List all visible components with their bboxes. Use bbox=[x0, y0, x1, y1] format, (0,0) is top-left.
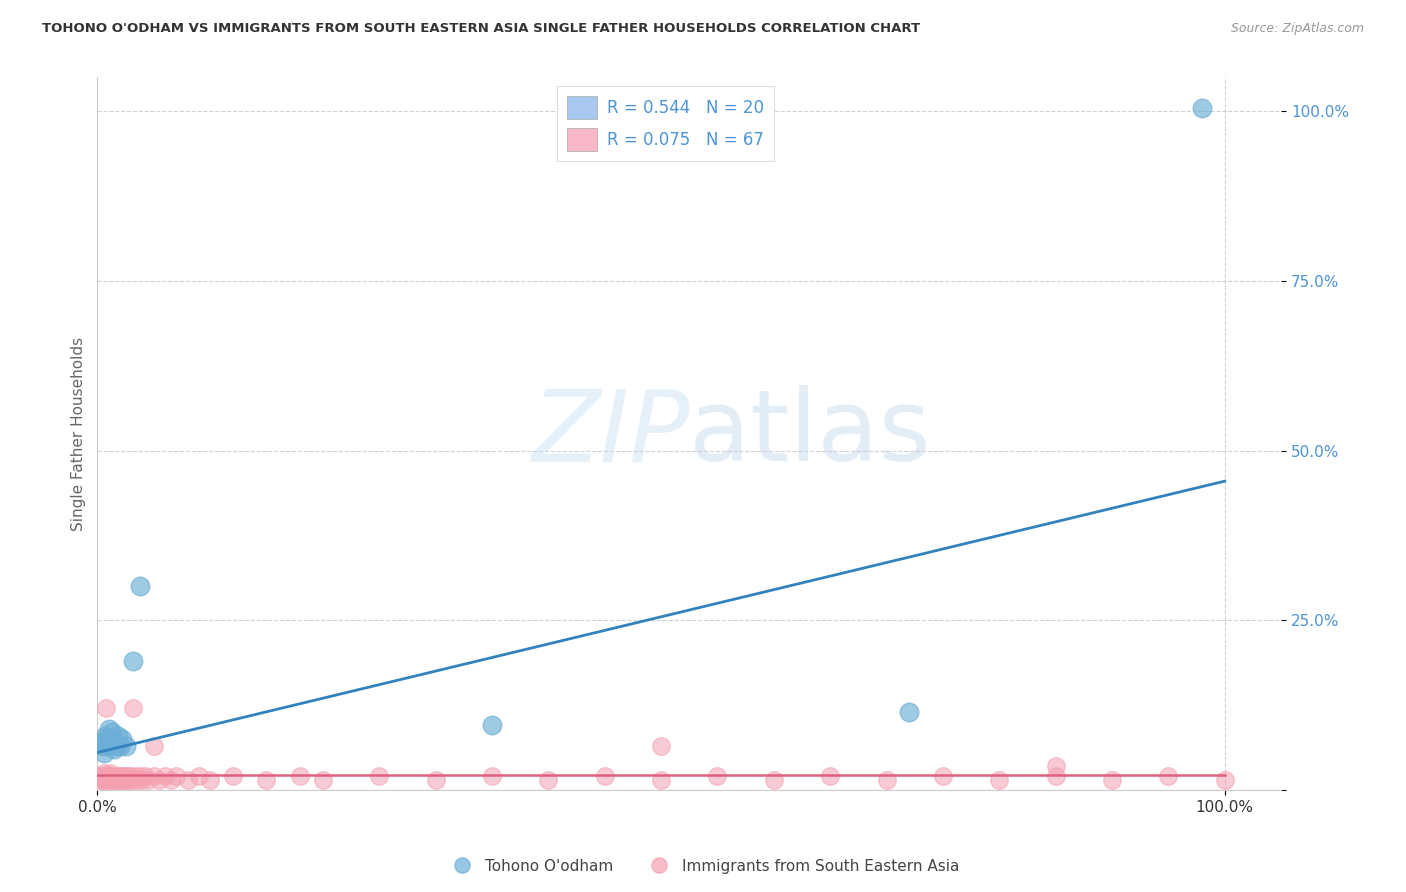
Point bbox=[101, 772, 124, 787]
Point bbox=[122, 654, 145, 668]
Point bbox=[89, 735, 111, 749]
Point bbox=[368, 769, 391, 783]
Point bbox=[1157, 769, 1180, 783]
Point bbox=[818, 769, 841, 783]
Point bbox=[134, 769, 156, 783]
Point bbox=[148, 772, 170, 787]
Point bbox=[104, 772, 127, 787]
Point bbox=[96, 731, 118, 746]
Point bbox=[93, 765, 115, 780]
Point bbox=[94, 772, 117, 787]
Point bbox=[114, 769, 136, 783]
Point bbox=[114, 739, 136, 753]
Point bbox=[1191, 101, 1213, 115]
Point bbox=[876, 772, 898, 787]
Point bbox=[127, 772, 149, 787]
Point bbox=[112, 769, 135, 783]
Point bbox=[103, 742, 125, 756]
Point bbox=[111, 731, 134, 746]
Point bbox=[122, 701, 145, 715]
Point bbox=[96, 701, 118, 715]
Point bbox=[105, 739, 128, 753]
Point bbox=[122, 772, 145, 787]
Point bbox=[425, 772, 447, 787]
Point bbox=[125, 769, 148, 783]
Point bbox=[159, 772, 181, 787]
Point bbox=[129, 579, 152, 593]
Point bbox=[101, 725, 124, 739]
Point bbox=[107, 772, 129, 787]
Point bbox=[103, 769, 125, 783]
Point bbox=[932, 769, 955, 783]
Point bbox=[1045, 759, 1067, 773]
Point bbox=[100, 772, 122, 787]
Point bbox=[111, 772, 134, 787]
Legend: Tohono O'odham, Immigrants from South Eastern Asia: Tohono O'odham, Immigrants from South Ea… bbox=[440, 853, 966, 880]
Point bbox=[131, 772, 153, 787]
Point bbox=[1045, 769, 1067, 783]
Point bbox=[129, 769, 152, 783]
Point bbox=[481, 769, 503, 783]
Point bbox=[221, 769, 243, 783]
Point bbox=[97, 722, 120, 736]
Point bbox=[110, 769, 132, 783]
Point bbox=[1213, 772, 1236, 787]
Y-axis label: Single Father Households: Single Father Households bbox=[72, 336, 86, 531]
Point bbox=[108, 739, 131, 753]
Point bbox=[176, 772, 198, 787]
Point bbox=[198, 772, 221, 787]
Text: ZIP: ZIP bbox=[531, 385, 689, 483]
Point bbox=[593, 769, 616, 783]
Point bbox=[898, 705, 921, 719]
Point bbox=[537, 772, 560, 787]
Point bbox=[117, 769, 139, 783]
Point bbox=[988, 772, 1011, 787]
Point bbox=[115, 772, 138, 787]
Text: atlas: atlas bbox=[689, 385, 931, 483]
Text: TOHONO O'ODHAM VS IMMIGRANTS FROM SOUTH EASTERN ASIA SINGLE FATHER HOUSEHOLDS CO: TOHONO O'ODHAM VS IMMIGRANTS FROM SOUTH … bbox=[42, 22, 921, 36]
Point bbox=[187, 769, 209, 783]
Point bbox=[101, 769, 124, 783]
Point bbox=[136, 772, 159, 787]
Point bbox=[107, 729, 129, 743]
Point bbox=[90, 769, 112, 783]
Point bbox=[142, 769, 165, 783]
Point bbox=[762, 772, 785, 787]
Point bbox=[118, 772, 141, 787]
Point bbox=[706, 769, 728, 783]
Text: Source: ZipAtlas.com: Source: ZipAtlas.com bbox=[1230, 22, 1364, 36]
Point bbox=[1101, 772, 1123, 787]
Point bbox=[108, 772, 131, 787]
Point bbox=[256, 772, 278, 787]
Point bbox=[142, 739, 165, 753]
Point bbox=[96, 739, 118, 753]
Point bbox=[93, 746, 115, 760]
Point bbox=[312, 772, 335, 787]
Point bbox=[290, 769, 312, 783]
Point bbox=[96, 769, 118, 783]
Point bbox=[100, 731, 122, 746]
Point bbox=[90, 772, 112, 787]
Point bbox=[91, 772, 114, 787]
Point bbox=[481, 718, 503, 732]
Point bbox=[650, 772, 672, 787]
Point bbox=[97, 769, 120, 783]
Point bbox=[96, 772, 118, 787]
Point bbox=[165, 769, 187, 783]
Point bbox=[94, 729, 117, 743]
Point bbox=[105, 769, 128, 783]
Point bbox=[153, 769, 176, 783]
Legend: R = 0.544   N = 20, R = 0.075   N = 67: R = 0.544 N = 20, R = 0.075 N = 67 bbox=[557, 86, 775, 161]
Point bbox=[120, 769, 142, 783]
Point bbox=[98, 765, 121, 780]
Point bbox=[90, 739, 112, 753]
Point bbox=[112, 772, 135, 787]
Point bbox=[107, 769, 129, 783]
Point bbox=[650, 739, 672, 753]
Point bbox=[89, 769, 111, 783]
